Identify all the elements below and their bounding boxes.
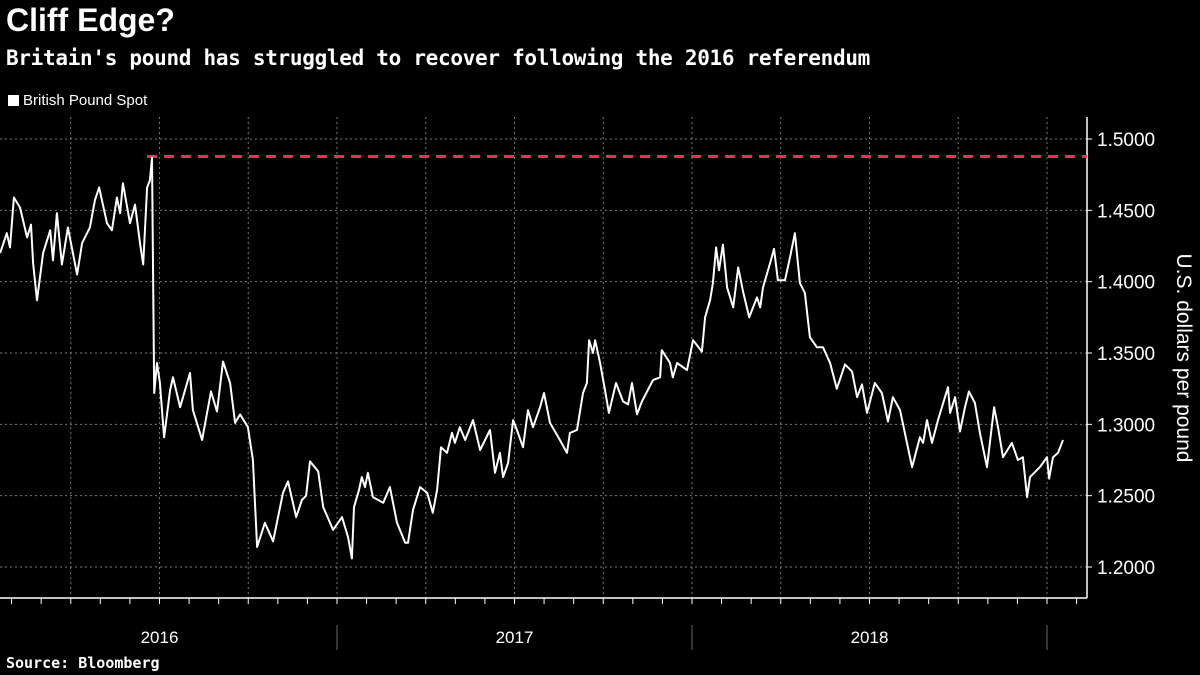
y-tick-label: 1.2500 [1097,487,1155,508]
y-tick-label: 1.4000 [1097,273,1155,294]
legend: British Pound Spot [8,92,147,109]
y-tick-label: 1.2000 [1097,558,1155,579]
y-tick-label: 1.4500 [1097,201,1155,222]
x-tick-label: 2016 [141,628,179,647]
x-tick-label: 2017 [496,628,534,647]
y-tick-label: 1.3000 [1097,415,1155,436]
y-tick-label: 1.3500 [1097,344,1155,365]
series-line-british-pound-spot [0,156,1064,560]
x-tick-label: 2018 [851,628,889,647]
chart-subtitle: Britain's pound has struggled to recover… [6,46,871,70]
y-axis-label: U.S. dollars per pound [1172,253,1195,463]
legend-label: British Pound Spot [23,92,148,109]
chart-title: Cliff Edge? [6,2,175,38]
y-tick-label: 1.5000 [1097,130,1155,151]
legend-swatch [8,95,19,106]
source-note: Source: Bloomberg [6,654,160,672]
